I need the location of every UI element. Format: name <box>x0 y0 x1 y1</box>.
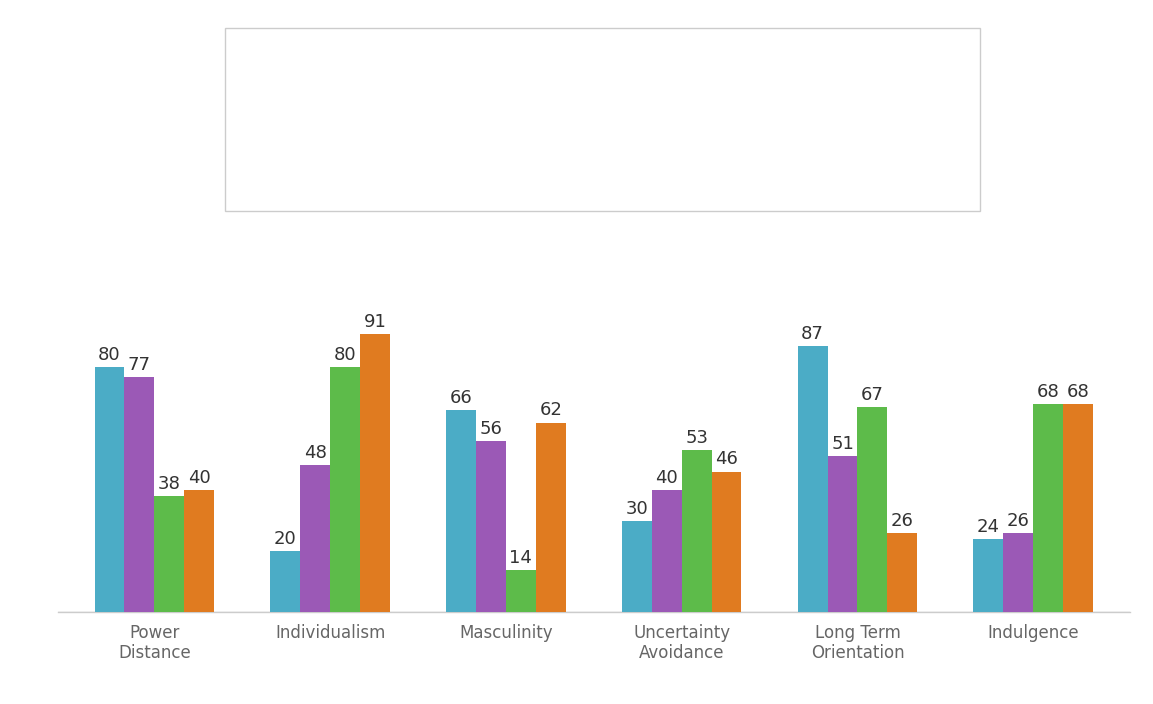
Bar <box>125 377 155 612</box>
Bar <box>184 490 214 612</box>
Bar <box>621 520 651 612</box>
Text: 62: 62 <box>540 401 563 420</box>
Bar <box>828 456 858 612</box>
Text: 68: 68 <box>1037 383 1060 401</box>
Text: 40: 40 <box>188 469 211 487</box>
Bar <box>95 367 125 612</box>
Text: 51: 51 <box>831 435 854 453</box>
Text: 91: 91 <box>363 313 386 331</box>
FancyBboxPatch shape <box>225 28 980 211</box>
Bar <box>1033 404 1063 612</box>
Text: 46: 46 <box>715 451 738 468</box>
Text: 66: 66 <box>450 389 473 407</box>
Text: 80: 80 <box>333 346 356 365</box>
Bar <box>858 407 888 612</box>
Text: 80: 80 <box>98 346 121 365</box>
Text: 20: 20 <box>274 530 296 548</box>
Text: 26: 26 <box>891 512 913 529</box>
Text: 24: 24 <box>977 518 1000 536</box>
Text: 40: 40 <box>655 469 678 487</box>
Text: 53: 53 <box>685 429 708 447</box>
Text: United States  ×: United States × <box>240 151 435 176</box>
Text: 68: 68 <box>1067 383 1090 401</box>
Text: Netherlands  ×: Netherlands × <box>571 77 749 102</box>
Bar <box>270 551 300 612</box>
Bar <box>536 422 566 612</box>
Bar <box>330 367 360 612</box>
Bar <box>360 334 390 612</box>
Text: 87: 87 <box>801 325 824 343</box>
Text: India  ×: India × <box>421 77 513 102</box>
Bar <box>888 533 918 612</box>
Bar <box>1003 533 1033 612</box>
Bar <box>506 570 536 612</box>
Text: 30: 30 <box>625 500 648 517</box>
Text: 14: 14 <box>510 548 533 567</box>
Text: 77: 77 <box>128 356 151 374</box>
Text: 48: 48 <box>303 444 326 463</box>
Bar <box>711 472 741 612</box>
Bar <box>651 490 681 612</box>
Bar <box>476 441 506 612</box>
Bar <box>446 410 476 612</box>
Bar <box>681 450 711 612</box>
Bar <box>155 496 184 612</box>
Text: 38: 38 <box>158 475 181 493</box>
Text: 67: 67 <box>861 386 884 404</box>
Bar <box>973 539 1003 612</box>
Bar <box>798 346 828 612</box>
Bar <box>1063 404 1093 612</box>
Bar <box>300 465 330 612</box>
Text: 26: 26 <box>1007 512 1030 529</box>
Text: China  ×: China × <box>255 77 356 102</box>
Text: 56: 56 <box>480 420 503 438</box>
